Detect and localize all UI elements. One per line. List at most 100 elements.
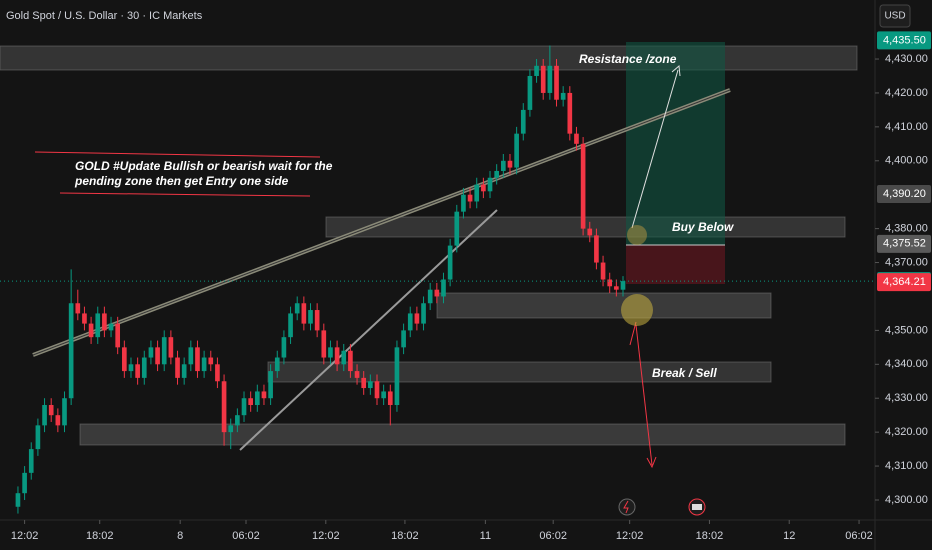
candle-body bbox=[454, 211, 460, 246]
annotation: Resistance /zone bbox=[579, 52, 677, 66]
candle-body bbox=[308, 310, 313, 324]
candle-body bbox=[288, 313, 293, 338]
candle-body bbox=[221, 381, 227, 433]
candle-body bbox=[235, 415, 240, 426]
profit-box bbox=[626, 42, 725, 245]
candle-body bbox=[447, 245, 453, 280]
underline bbox=[59, 192, 311, 197]
candle-body bbox=[88, 323, 94, 338]
candle-body bbox=[188, 347, 194, 365]
y-tick-label: 4,310.00 bbox=[885, 460, 928, 472]
arrow bbox=[631, 69, 679, 229]
trend-line-core bbox=[32, 89, 731, 356]
price-tag-label: 4,364.21 bbox=[883, 276, 926, 288]
candle-body bbox=[155, 347, 160, 365]
candle-body bbox=[607, 279, 613, 287]
arrow bbox=[635, 324, 653, 466]
price-tag bbox=[877, 273, 931, 292]
candle-body bbox=[467, 194, 473, 202]
zone bbox=[325, 216, 846, 238]
candle-body bbox=[614, 286, 619, 290]
zone bbox=[0, 45, 858, 71]
candle-body bbox=[314, 310, 320, 331]
candle-body bbox=[294, 303, 300, 314]
candle-body bbox=[175, 357, 180, 378]
candle-body bbox=[55, 415, 61, 426]
candle-body bbox=[42, 405, 47, 426]
candle-body bbox=[254, 391, 260, 406]
candle-body bbox=[281, 337, 287, 358]
candle-body bbox=[427, 289, 433, 304]
candle-body bbox=[507, 160, 513, 168]
zone bbox=[436, 292, 772, 319]
candle-body bbox=[328, 347, 333, 358]
y-tick-label: 4,430.00 bbox=[885, 53, 928, 65]
candle-body bbox=[361, 377, 367, 389]
price-tag bbox=[877, 185, 931, 204]
candle-body bbox=[321, 330, 327, 358]
candle-body bbox=[102, 313, 107, 331]
arrow-head bbox=[671, 64, 681, 77]
candle-body bbox=[82, 313, 87, 324]
price-tag-label: 4,375.52 bbox=[883, 238, 926, 250]
candle-body bbox=[600, 262, 606, 280]
candle-body bbox=[474, 184, 480, 202]
candle-body bbox=[215, 364, 220, 382]
candle-body bbox=[341, 350, 347, 365]
annotation: Break / Sell bbox=[652, 366, 717, 380]
candle-body bbox=[487, 177, 493, 192]
candle-body bbox=[68, 303, 74, 399]
candle-body bbox=[414, 313, 420, 324]
x-tick-label: 12:02 bbox=[312, 530, 340, 542]
candle-body bbox=[228, 425, 234, 433]
candle-body bbox=[434, 289, 440, 297]
chart-title: Gold Spot / U.S. Dollar · 30 · IC Market… bbox=[6, 10, 203, 22]
event-icon[interactable] bbox=[618, 498, 636, 516]
candle-body bbox=[401, 330, 406, 348]
candles bbox=[0, 45, 875, 514]
y-tick-label: 4,340.00 bbox=[885, 358, 928, 370]
y-tick-label: 4,300.00 bbox=[885, 494, 928, 506]
candle-body bbox=[268, 371, 273, 399]
y-tick-label: 4,410.00 bbox=[885, 121, 928, 133]
candle-body bbox=[587, 228, 593, 236]
candle-body bbox=[168, 337, 174, 358]
candle-body bbox=[527, 75, 533, 110]
candle-body bbox=[441, 279, 446, 297]
candle-body bbox=[62, 398, 67, 426]
y-tick-label: 4,330.00 bbox=[885, 392, 928, 404]
candle-body bbox=[534, 65, 539, 76]
candle-body bbox=[334, 347, 340, 365]
candle-body bbox=[301, 303, 307, 324]
candle-body bbox=[594, 235, 599, 263]
y-tick-label: 4,400.00 bbox=[885, 155, 928, 167]
candle-body bbox=[95, 313, 101, 338]
candle-body bbox=[22, 472, 27, 494]
candle-body bbox=[421, 303, 426, 324]
x-tick-label: 11 bbox=[480, 530, 491, 542]
x-tick-label: 06:02 bbox=[232, 530, 260, 542]
candle-body bbox=[201, 357, 207, 372]
candle-body bbox=[620, 281, 626, 290]
candle-body bbox=[354, 371, 360, 378]
candle-body bbox=[248, 398, 253, 406]
arrow-head bbox=[646, 456, 657, 469]
candle-body bbox=[75, 303, 81, 314]
annotation: GOLD #Update Bullish or bearish wait for… bbox=[75, 159, 333, 173]
price-tag bbox=[877, 234, 931, 253]
candle-body bbox=[135, 364, 140, 378]
candle-body bbox=[241, 398, 247, 416]
candle-body bbox=[574, 133, 579, 144]
x-tick-label: 18:02 bbox=[696, 530, 724, 542]
candle-body bbox=[48, 405, 54, 416]
currency[interactable]: USD bbox=[884, 11, 905, 22]
zone bbox=[267, 361, 772, 383]
annotation: pending zone then get Entry one side bbox=[74, 174, 289, 188]
x-tick-label: 18:02 bbox=[391, 530, 419, 542]
candle-body bbox=[261, 391, 267, 399]
y-tick-label: 4,380.00 bbox=[885, 223, 928, 235]
axes: 4,300.00 4,310.00 4,320.00 4,330.00 4,340.00… bbox=[11, 31, 931, 542]
currency-button[interactable] bbox=[879, 4, 911, 28]
candle-body bbox=[368, 381, 373, 389]
